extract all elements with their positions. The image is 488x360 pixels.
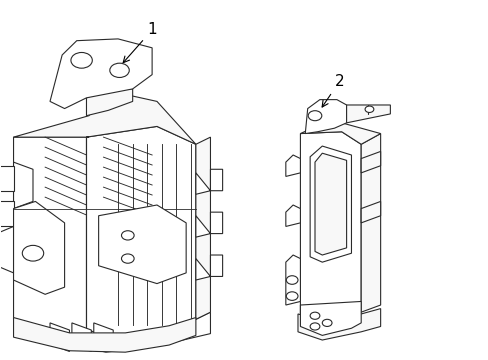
Polygon shape — [14, 202, 64, 294]
Polygon shape — [300, 123, 380, 144]
Text: 2: 2 — [322, 74, 344, 107]
Polygon shape — [297, 309, 380, 340]
Circle shape — [309, 312, 319, 319]
Polygon shape — [314, 153, 346, 255]
Polygon shape — [50, 39, 152, 109]
Polygon shape — [86, 126, 210, 346]
Polygon shape — [14, 137, 125, 352]
Polygon shape — [0, 166, 14, 191]
Polygon shape — [14, 318, 196, 352]
Polygon shape — [94, 323, 113, 351]
Polygon shape — [305, 100, 346, 134]
Circle shape — [286, 276, 297, 284]
Polygon shape — [196, 137, 210, 319]
Circle shape — [121, 254, 134, 263]
Polygon shape — [0, 162, 33, 273]
Circle shape — [121, 231, 134, 240]
Text: 1: 1 — [123, 22, 157, 63]
Polygon shape — [50, 323, 69, 351]
Polygon shape — [0, 202, 14, 226]
Polygon shape — [300, 132, 361, 327]
Circle shape — [365, 106, 373, 112]
Polygon shape — [99, 205, 186, 284]
Polygon shape — [196, 169, 222, 194]
Polygon shape — [196, 212, 222, 237]
Polygon shape — [361, 152, 380, 173]
Circle shape — [286, 292, 297, 300]
Polygon shape — [14, 91, 196, 144]
Circle shape — [71, 53, 92, 68]
Polygon shape — [285, 155, 300, 176]
Polygon shape — [285, 205, 300, 226]
Polygon shape — [196, 255, 222, 280]
Polygon shape — [72, 323, 91, 351]
Polygon shape — [86, 89, 132, 116]
Circle shape — [307, 111, 321, 121]
Circle shape — [322, 319, 331, 327]
Polygon shape — [300, 301, 361, 336]
Circle shape — [22, 246, 43, 261]
Polygon shape — [309, 146, 351, 262]
Polygon shape — [285, 255, 300, 305]
Polygon shape — [361, 134, 380, 312]
Polygon shape — [346, 105, 389, 123]
Circle shape — [309, 323, 319, 330]
Polygon shape — [361, 202, 380, 223]
Circle shape — [110, 63, 129, 77]
